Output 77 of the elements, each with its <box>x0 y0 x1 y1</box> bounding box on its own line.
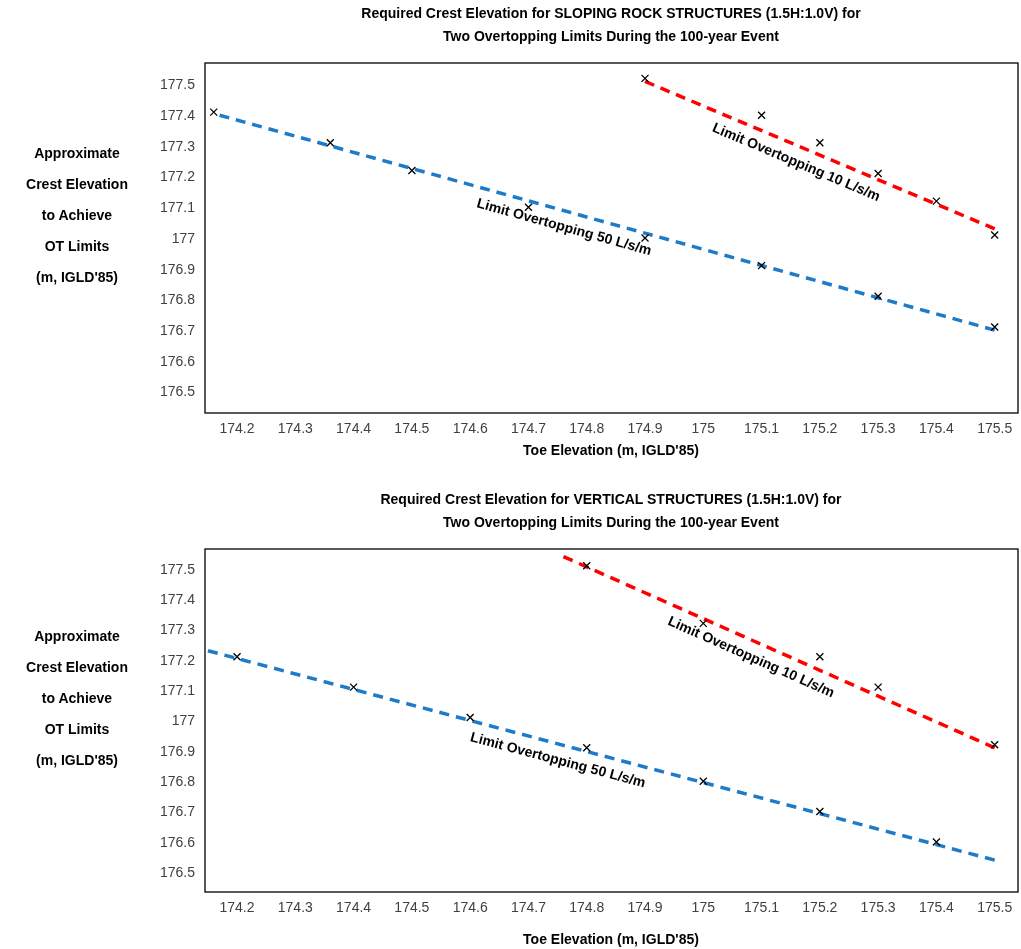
y-tick-label: 177.2 <box>159 651 196 668</box>
x-tick-label: 175.3 <box>860 420 896 436</box>
y-axis-title: Approximate Crest Elevation to Achieve OT Limits (m, IGLD'85) <box>26 627 128 768</box>
x-tick-label: 175.1 <box>744 420 780 436</box>
point <box>873 292 883 301</box>
point <box>873 682 883 692</box>
chart-title: Required Crest Elevation for SLOPING ROCK STRUCTURES (1.5H:1.0V) for Two Overtopping Limits During the 100-year Event <box>361 5 862 44</box>
x-axis-title: Toe Elevation (m, IGLD'85) <box>523 442 699 458</box>
point <box>990 740 999 749</box>
x-tick-label: 174.7 <box>510 899 547 915</box>
point <box>815 807 824 816</box>
x-tick-label: 174.7 <box>510 420 547 436</box>
y-tick-label: 177.4 <box>159 107 196 124</box>
x-tick-label: 175.5 <box>977 899 1013 915</box>
x-tick-label: 175.5 <box>977 420 1013 436</box>
x-tick-label: 174.6 <box>452 420 488 436</box>
x-tick-label: 174.8 <box>569 420 605 436</box>
y-tick-label: 177.1 <box>159 682 196 699</box>
y-tick-label: 177 <box>171 712 196 729</box>
point <box>815 652 824 661</box>
x-tick-label: 174.3 <box>277 420 314 436</box>
y-tick-label: 177 <box>171 229 196 246</box>
x-tick-label: 175.4 <box>918 899 955 915</box>
y-axis-title: Approximate Crest Elevation to Achieve OT Limits (m, IGLD'85) <box>26 145 128 285</box>
x-tick-label: 175.1 <box>744 899 780 915</box>
point <box>990 230 999 240</box>
y-tick-label: 177.5 <box>159 76 196 93</box>
y-tick-label: 177.5 <box>159 560 196 577</box>
point <box>466 713 475 722</box>
x-tick-label: 174.2 <box>219 899 255 915</box>
x-tick-label: 174.6 <box>452 899 488 915</box>
x-axis-title: Toe Elevation (m, IGLD'85) <box>523 931 699 947</box>
y-tick-label: 176.6 <box>159 352 196 369</box>
y-tick-label: 176.8 <box>159 291 196 308</box>
point <box>932 837 941 847</box>
x-tick-label: 174.5 <box>394 899 430 915</box>
point <box>582 561 591 570</box>
point <box>232 652 242 661</box>
y-tick-label: 177.3 <box>159 621 196 638</box>
x-tick-label: 174.9 <box>627 420 663 436</box>
point <box>873 169 883 178</box>
x-tick-label: 174.8 <box>569 899 605 915</box>
y-tick-label: 177.1 <box>159 199 196 216</box>
x-tick-label: 174.5 <box>394 420 430 436</box>
point <box>349 682 358 692</box>
y-tick-label: 176.9 <box>159 260 196 277</box>
x-tick-label: 175.2 <box>802 899 838 915</box>
x-tick-label: 174.4 <box>336 899 372 915</box>
y-tick-label: 176.7 <box>159 322 196 339</box>
y-tick-label: 176.9 <box>159 742 196 759</box>
point <box>757 261 766 270</box>
x-tick-label: 175 <box>691 899 716 915</box>
x-tick-label: 174.9 <box>627 899 663 915</box>
y-tick-label: 176.7 <box>159 803 196 820</box>
x-tick-label: 174.3 <box>277 899 314 915</box>
x-tick-label: 175.2 <box>802 420 838 436</box>
point <box>699 777 708 786</box>
point <box>407 166 417 175</box>
point <box>757 111 766 120</box>
chart-title: Required Crest Elevation for VERTICAL STRUCTURES (1.5H:1.0V) for Two Overtopping Limits During the 100-year Event <box>380 491 843 530</box>
y-tick-label: 177.4 <box>159 590 196 607</box>
y-tick-label: 176.6 <box>159 833 196 850</box>
x-tick-label: 175.3 <box>860 899 896 915</box>
point <box>326 138 335 147</box>
y-tick-label: 176.5 <box>159 864 196 881</box>
point <box>640 74 650 83</box>
x-tick-label: 174.4 <box>336 420 372 436</box>
x-tick-label: 175 <box>691 420 716 436</box>
x-tick-label: 175.4 <box>918 420 955 436</box>
y-tick-label: 176.8 <box>159 773 196 790</box>
x-tick-label: 174.2 <box>219 420 255 436</box>
point <box>932 197 941 206</box>
y-tick-label: 177.3 <box>159 137 196 154</box>
y-tick-label: 177.2 <box>159 168 196 185</box>
point <box>209 107 218 117</box>
point <box>990 322 999 332</box>
y-tick-label: 176.5 <box>159 383 196 400</box>
